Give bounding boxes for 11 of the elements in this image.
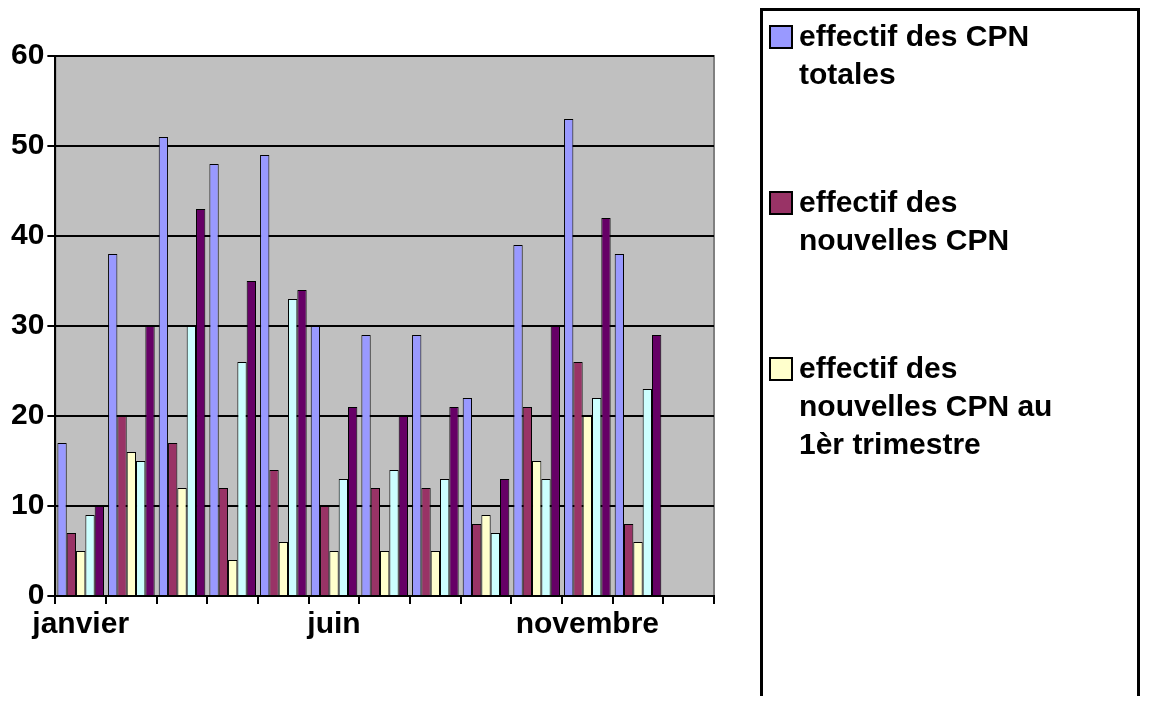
legend-label: effectif des CPN totales: [799, 18, 1031, 92]
y-tick-label: 30: [10, 307, 45, 341]
legend-label: effectif des nouvelles CPN au 1èr trimestre: [799, 350, 1054, 462]
x-tick-label: novembre: [515, 606, 660, 640]
y-tick-label: 20: [10, 397, 45, 431]
legend-label: effectif des nouvelles CPN: [799, 184, 1011, 258]
y-tick-label: 50: [10, 127, 45, 161]
y-tick-label: 10: [10, 487, 45, 521]
y-tick-label: 40: [10, 217, 45, 251]
x-tick-label: juin: [306, 606, 361, 640]
y-tick-label: 60: [10, 37, 45, 71]
